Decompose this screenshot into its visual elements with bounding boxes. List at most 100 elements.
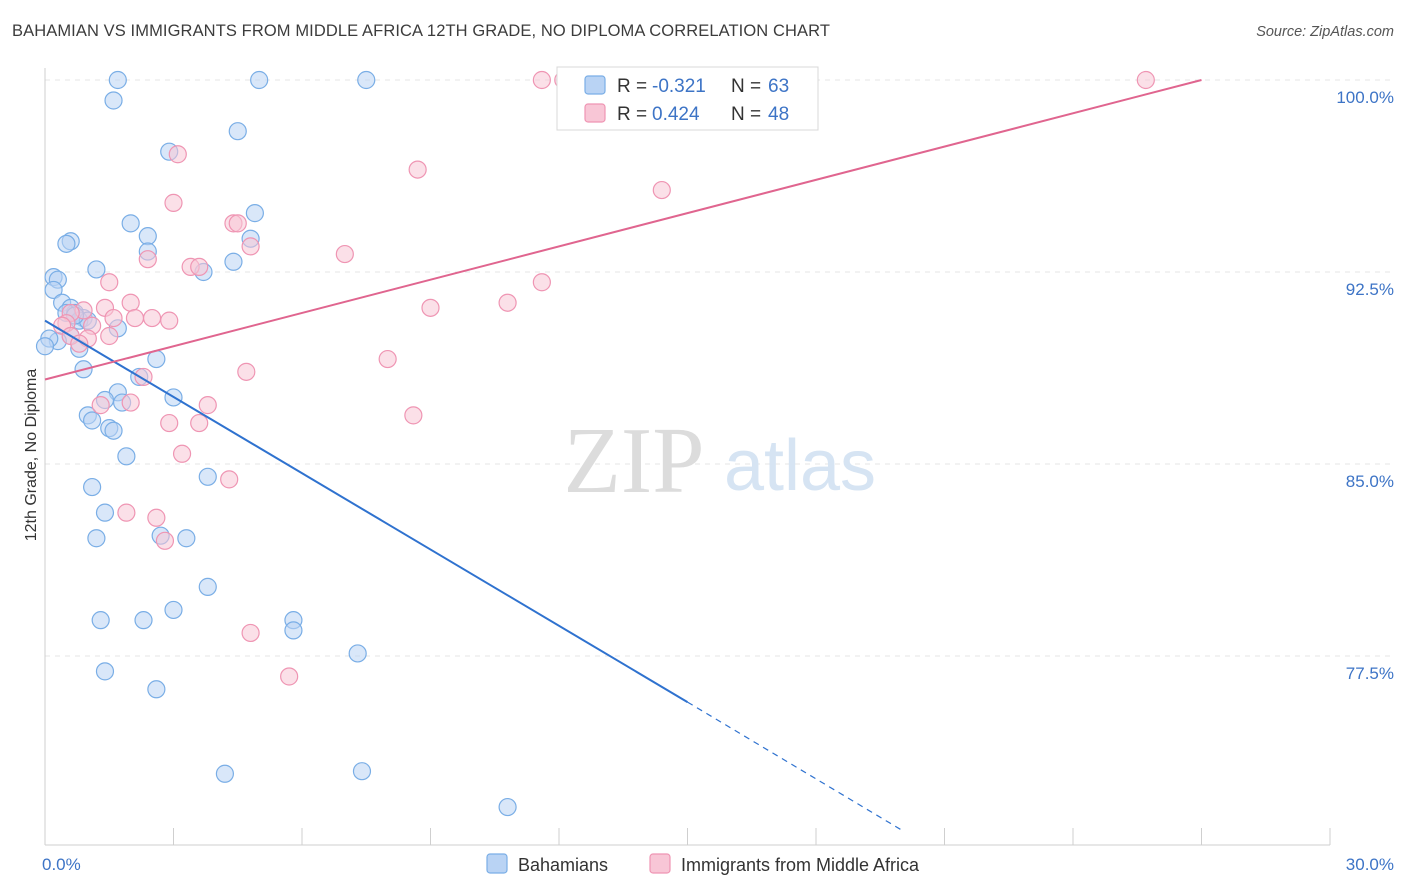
bahamians-point-47 (95, 503, 115, 522)
bahamians-trend-extension (687, 701, 902, 831)
middle-africa-point-5 (408, 160, 427, 179)
stats-swatch-bahamians (584, 75, 606, 95)
watermark: ZIP atlas (564, 409, 877, 513)
middle-africa-point-49 (280, 667, 299, 686)
middle-africa-point-40 (404, 406, 423, 425)
middle-africa-point-38 (198, 396, 217, 415)
svg-text:R = 0.424 N =: R = 0.424 N = 48 (617, 104, 789, 125)
r-label-middle-africa: R = (617, 104, 647, 125)
middle-africa-point-43 (172, 444, 192, 463)
bahamians-points (35, 70, 517, 817)
middle-africa-point-12 (138, 250, 157, 269)
bahamians-point-8 (138, 227, 157, 246)
bahamians-point-45 (198, 467, 217, 486)
middle-africa-trend-line (44, 79, 1202, 381)
bahamians-point-48 (87, 529, 106, 548)
bahamians-point-58 (95, 662, 115, 681)
watermark-atlas: atlas (724, 426, 876, 506)
r-value-middle-africa: 0.424 (652, 104, 700, 125)
source-credit: Source: ZipAtlas.com (1256, 24, 1394, 40)
middle-africa-point-45 (117, 503, 136, 522)
x-tick-label-min: 0.0% (42, 855, 81, 874)
bahamians-point-60 (215, 764, 234, 783)
middle-africa-point-15 (532, 273, 551, 292)
middle-africa-point-16 (100, 273, 119, 292)
y-tick-label-3: 77.5% (1346, 664, 1394, 683)
bahamians-point-13 (224, 252, 243, 271)
stats-legend-row-middle-africa: R = 0.424 N = 48 (584, 103, 789, 125)
middle-africa-points (53, 70, 1155, 686)
bahamians-point-41 (83, 411, 102, 430)
r-value-bahamians: -0.321 (652, 76, 706, 97)
middle-africa-point-34 (378, 349, 397, 369)
chart-title: BAHAMIAN VS IMMIGRANTS FROM MIDDLE AFRIC… (12, 22, 831, 40)
legend-label-bahamians: Bahamians (518, 855, 608, 875)
middle-africa-point-11 (335, 244, 354, 264)
bahamians-point-3 (104, 91, 123, 110)
n-value-middle-africa: 48 (768, 104, 789, 125)
middle-africa-point-14 (190, 257, 209, 276)
middle-africa-point-10 (241, 237, 260, 256)
watermark-zip: ZIP (564, 409, 705, 513)
middle-africa-point-39 (91, 396, 110, 415)
bahamians-point-14 (87, 260, 106, 279)
n-label-middle-africa: N = (731, 104, 761, 125)
bahamians-point-50 (177, 529, 196, 548)
y-tick-label-0: 100.0% (1336, 88, 1394, 107)
bahamians-point-44 (117, 447, 136, 466)
bahamians-point-52 (164, 600, 183, 620)
middle-africa-point-24 (125, 308, 145, 328)
stats-swatch-middle-africa (584, 103, 606, 123)
bahamians-point-56 (284, 621, 303, 640)
bahamians-point-57 (348, 644, 367, 663)
stats-legend-row-bahamians: R = -0.321 N = 63 (584, 75, 789, 97)
middle-africa-point-41 (160, 413, 179, 433)
middle-africa-point-35 (237, 362, 256, 381)
n-label-bahamians: N = (731, 76, 761, 97)
middle-africa-point-25 (142, 308, 162, 328)
middle-africa-point-42 (190, 413, 209, 433)
middle-africa-point-6 (652, 180, 671, 200)
middle-africa-point-23 (104, 308, 123, 328)
middle-africa-point-9 (228, 214, 247, 233)
bahamians-point-54 (134, 611, 153, 630)
bahamians-point-6 (245, 204, 264, 223)
middle-africa-point-17 (121, 293, 140, 312)
middle-africa-point-48 (241, 623, 260, 643)
y-tick-label-2: 85.0% (1346, 472, 1394, 491)
y-axis-label: 12th Grade, No Diploma (23, 369, 40, 542)
bahamians-point-46 (83, 477, 102, 497)
bahamians-point-61 (352, 762, 372, 781)
middle-africa-point-30 (100, 326, 119, 346)
bahamians-point-2 (357, 70, 376, 90)
r-label-bahamians: R = (617, 76, 647, 97)
x-tick-label-max: 30.0% (1346, 855, 1394, 874)
legend-swatch-bahamians (486, 853, 508, 874)
bahamians-point-1 (250, 70, 269, 90)
middle-africa-point-3 (1136, 70, 1155, 90)
bahamians-point-53 (91, 611, 110, 630)
svg-text:R = -0.321 N =: R = -0.321 N = 63 (617, 76, 789, 97)
axes (44, 68, 1331, 846)
y-tick-label-1: 92.5% (1346, 280, 1394, 299)
middle-africa-point-44 (220, 470, 239, 489)
middle-africa-point-4 (168, 145, 187, 164)
middle-africa-point-47 (155, 531, 175, 550)
bahamians-point-7 (121, 214, 140, 233)
middle-africa-point-20 (421, 298, 440, 317)
bahamians-point-43 (104, 421, 123, 440)
stats-legend: R = -0.321 N = 63 R = 0.424 N = 48 (556, 66, 819, 131)
trend-lines (44, 79, 1202, 831)
bahamians-point-51 (198, 577, 217, 596)
legend-label-middle-africa: Immigrants from Middle Africa (681, 855, 920, 875)
middle-africa-point-46 (147, 508, 166, 527)
bahamians-point-59 (147, 680, 166, 699)
bahamians-point-11 (57, 234, 76, 253)
legend-swatch-middle-africa (649, 853, 671, 874)
bahamians-point-0 (108, 70, 127, 90)
middle-africa-point-7 (164, 193, 183, 212)
bahamians-point-18 (44, 280, 63, 300)
middle-africa-point-19 (498, 293, 517, 312)
bahamians-trend-line (44, 319, 689, 703)
